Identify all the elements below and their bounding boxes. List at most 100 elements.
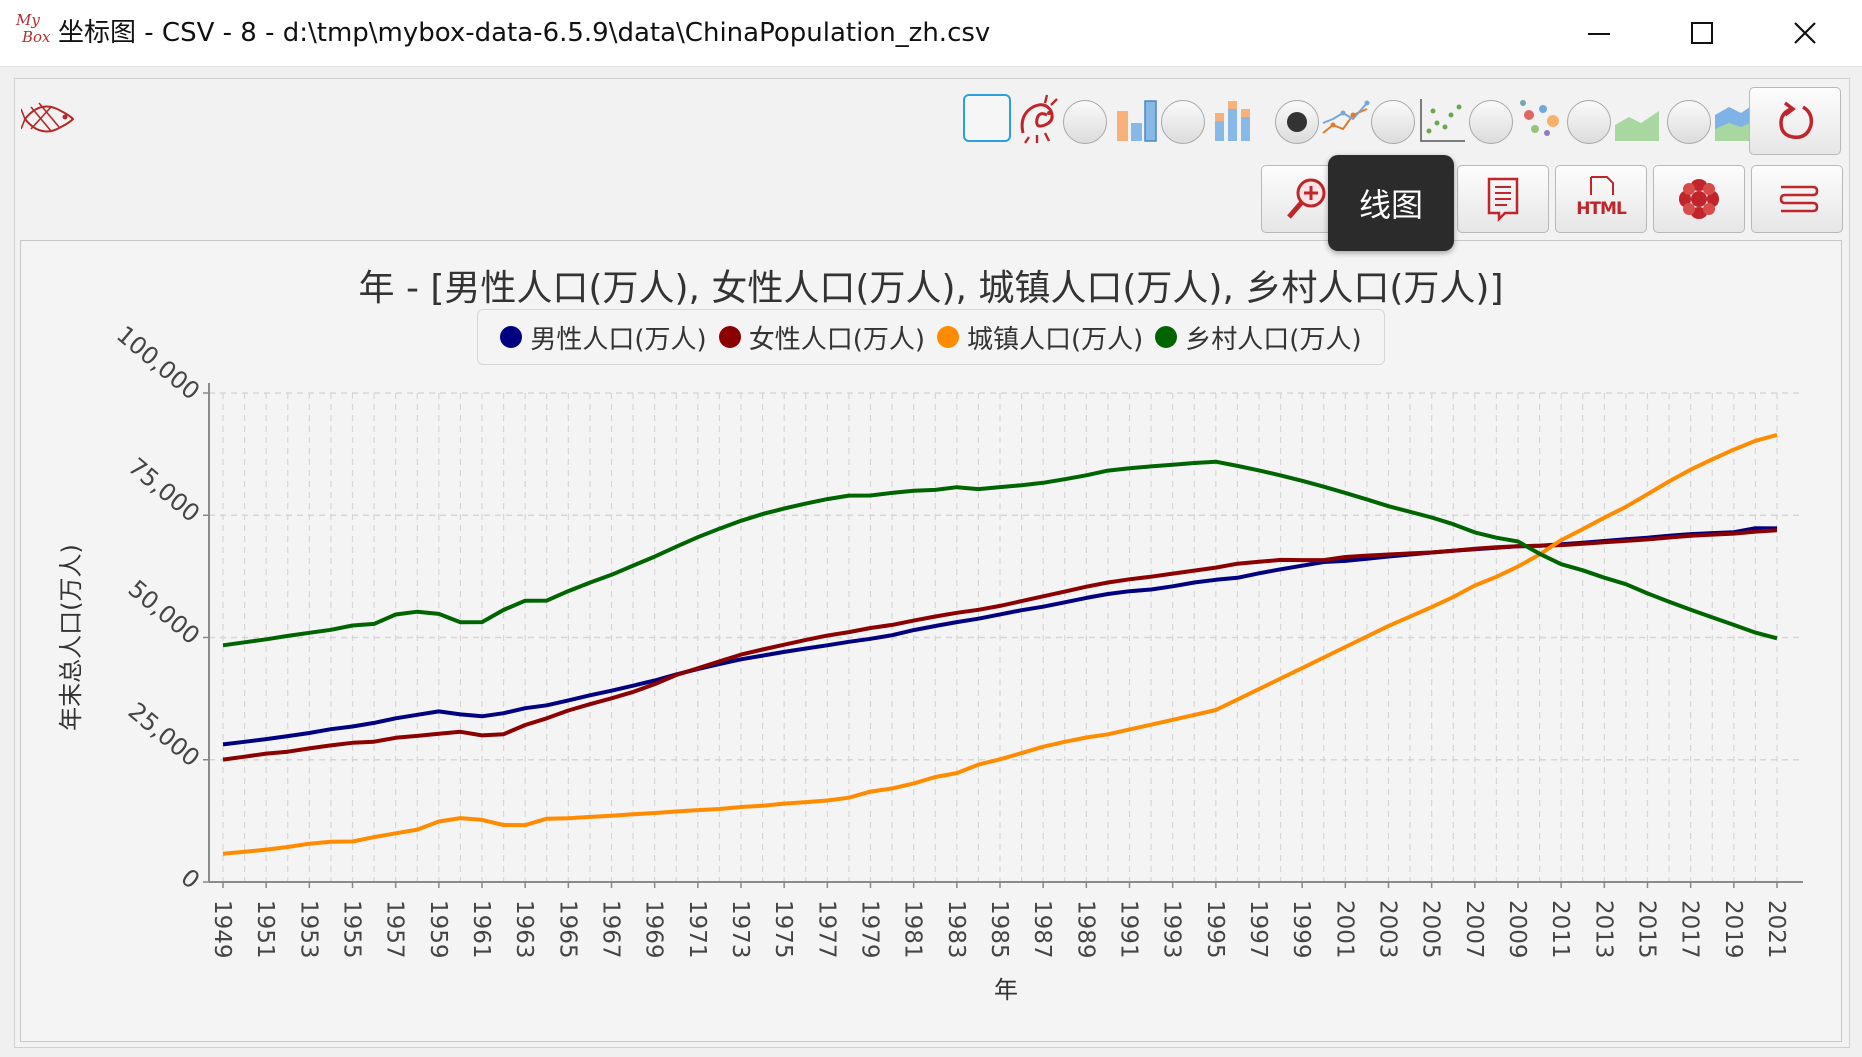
logo-top-text: My [16, 11, 40, 29]
stacked-area-chart-radio[interactable] [1667, 100, 1711, 144]
x-tick-label: 1983 [943, 900, 969, 959]
close-icon [1794, 22, 1816, 44]
y-tick-label: 75,000 [123, 452, 205, 527]
bubble-chart-radio[interactable] [1469, 100, 1513, 144]
series-line-4 [222, 459, 1778, 648]
x-tick-label: 1991 [1116, 900, 1142, 959]
x-tick-label: 1995 [1202, 900, 1228, 959]
minimize-button[interactable] [1560, 0, 1638, 66]
line-chart-radio[interactable] [1275, 100, 1319, 144]
close-button[interactable] [1766, 0, 1844, 66]
legend-marker [937, 326, 959, 348]
x-tick-label: 1997 [1245, 900, 1271, 959]
frame-toggle[interactable] [963, 94, 1011, 142]
x-tick-label: 2021 [1763, 900, 1789, 959]
x-tick-label: 1987 [1029, 900, 1055, 959]
legend-label: 乡村人口(万人) [1185, 324, 1362, 355]
list-icon [1487, 177, 1519, 223]
peony-icon [1679, 179, 1719, 219]
x-tick-label: 1957 [382, 900, 408, 959]
x-tick-label: 2011 [1547, 900, 1573, 959]
x-tick-label: 1951 [252, 900, 278, 959]
x-tick-label: 2009 [1504, 900, 1530, 959]
legend-marker [718, 326, 741, 348]
x-tick-label: 1949 [209, 900, 235, 959]
y-axis-label: 年末总人口(万人) [57, 544, 85, 731]
x-tick-label: 1989 [1072, 900, 1098, 959]
window-title: 坐标图 - CSV - 8 - d:\tmp\mybox-data-6.5.9\… [58, 18, 991, 48]
legend-item[interactable]: 乡村人口(万人) [1155, 319, 1362, 356]
x-tick-label: 1953 [295, 900, 321, 959]
stacked-bar-chart-radio[interactable] [1161, 100, 1205, 144]
x-tick-label: 2019 [1720, 900, 1746, 959]
x-axis-label: 年 [994, 976, 1018, 1004]
html-button[interactable]: HTML [1555, 165, 1647, 233]
legend-label: 男性人口(万人) [530, 324, 707, 355]
bar-chart-radio[interactable] [1063, 100, 1107, 144]
html-page-icon [1590, 176, 1614, 195]
x-tick-label: 1985 [986, 900, 1012, 959]
legend-label: 城镇人口(万人) [967, 324, 1144, 355]
bar-chart-icon [1117, 100, 1157, 142]
x-tick-label: 1971 [684, 900, 710, 959]
y-tick-label: 50,000 [123, 575, 205, 650]
x-tick-label: 2001 [1331, 900, 1357, 959]
chart-legend: 男性人口(万人) 女性人口(万人) 城镇人口(万人) 乡村人口(万人) [477, 309, 1385, 365]
html-label: HTML [1576, 199, 1627, 219]
x-tick-label: 1981 [900, 900, 926, 959]
scatter-chart-icon [1420, 99, 1465, 142]
y-tick-label: 100,000 [111, 320, 205, 405]
tooltip: 线图 [1328, 155, 1454, 251]
area-chart-icon [1615, 111, 1659, 141]
menu-button[interactable] [1653, 165, 1745, 233]
x-tick-label: 1993 [1159, 900, 1185, 959]
series-line-2 [222, 528, 1778, 762]
chart-panel: 0 25,000 50,000 75,000 100,000 1949 1951 1953 19… [20, 240, 1842, 1042]
x-tick-label: 2013 [1590, 900, 1616, 959]
x-tick-label: 1963 [511, 900, 537, 959]
x-tick-label: 1967 [598, 900, 624, 959]
x-tick-label: 1973 [727, 900, 753, 959]
options-icon [1779, 185, 1819, 213]
x-tick-label: 2005 [1418, 900, 1444, 959]
x-tick-label: 1961 [468, 900, 494, 959]
chart-title: 年 - [男性人口(万人), 女性人口(万人), 城镇人口(万人), 乡村人口(… [358, 268, 1504, 309]
x-tick-label: 2007 [1461, 900, 1487, 959]
options-button[interactable] [1751, 165, 1843, 233]
line-chart-icon [1322, 100, 1370, 134]
bubble-chart-icon [1520, 100, 1559, 136]
data-list-button[interactable] [1457, 165, 1549, 233]
x-tick-label: 1999 [1288, 900, 1314, 959]
title-bar: My Box 坐标图 - CSV - 8 - d:\tmp\mybox-data… [0, 0, 1862, 67]
area-chart-radio[interactable] [1567, 100, 1611, 144]
stacked-bar-chart-icon [1215, 101, 1250, 141]
legend-item[interactable]: 男性人口(万人) [500, 319, 707, 356]
legend-item[interactable]: 女性人口(万人) [718, 319, 925, 356]
logo-bottom-text: Box [22, 28, 51, 46]
x-tick-label: 1965 [554, 900, 580, 959]
x-tick-label: 2015 [1634, 900, 1660, 959]
maximize-icon [1691, 22, 1713, 44]
x-tick-label: 1955 [339, 900, 365, 959]
maximize-button[interactable] [1663, 0, 1741, 66]
minimize-icon [1588, 33, 1610, 35]
x-tick-label: 1975 [770, 900, 796, 959]
legend-label: 女性人口(万人) [748, 324, 925, 355]
refresh-button[interactable] [1749, 87, 1841, 155]
x-tick-label: 1969 [641, 900, 667, 959]
legend-item[interactable]: 城镇人口(万人) [937, 319, 1143, 356]
refresh-icon [1779, 101, 1814, 139]
app-logo-icon: My Box [16, 12, 56, 52]
legend-marker [1155, 326, 1178, 348]
y-tick-label: 25,000 [123, 697, 205, 772]
scatter-chart-radio[interactable] [1371, 100, 1415, 144]
fish-icon[interactable] [21, 95, 77, 141]
chart-toolbar: HTML [15, 79, 1849, 239]
x-tick-label: 1979 [857, 900, 883, 959]
zoom-icon [1287, 178, 1326, 219]
legend-marker [500, 326, 523, 348]
y-tick-label: 0 [175, 863, 205, 894]
line-chart: 0 25,000 50,000 75,000 100,000 1949 1951 1953 19… [57, 320, 1803, 1004]
dragon-icon[interactable] [1015, 93, 1061, 145]
x-tick-label: 2003 [1375, 900, 1401, 959]
